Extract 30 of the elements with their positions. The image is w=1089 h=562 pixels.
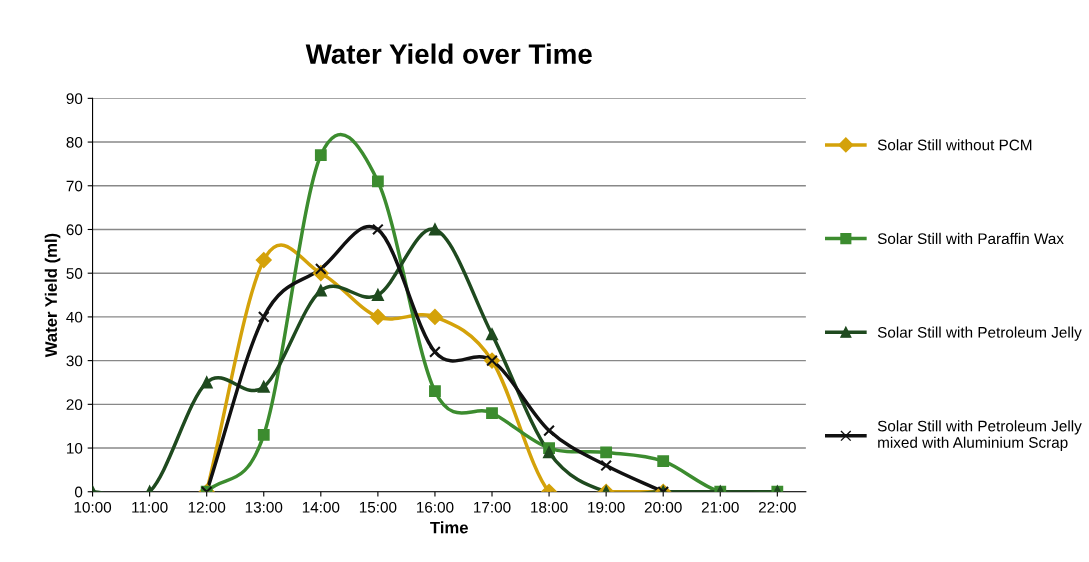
x-tick-label: 16:00 xyxy=(417,501,454,513)
y-tick-label: 90 xyxy=(66,93,83,105)
x-tick-label: 18:00 xyxy=(531,501,568,513)
x-tick-label: 15:00 xyxy=(359,501,397,513)
y-tick-label: 40 xyxy=(66,311,83,323)
y-tick-label: 30 xyxy=(66,355,83,367)
y-tick-label: 60 xyxy=(66,224,83,236)
x-axis-title: Time xyxy=(430,521,468,534)
x-tick-label: 11:00 xyxy=(132,501,168,513)
y-tick-label: 50 xyxy=(66,268,83,279)
x-tick-label: 19:00 xyxy=(588,501,625,513)
chart-title: Water Yield over Time xyxy=(305,43,592,64)
x-tick-label: 17:00 xyxy=(474,501,511,513)
legend-label: Solar Still without PCM xyxy=(877,139,1032,151)
y-tick-label: 70 xyxy=(66,180,83,192)
x-tick-label: 12:00 xyxy=(188,501,226,513)
legend-label: Solar Still with Petroleum Jelly mixed with Aluminium Scrap xyxy=(877,420,1082,451)
y-tick-label: 20 xyxy=(66,399,83,411)
x-tick-label: 10:00 xyxy=(74,501,112,513)
x-tick-label: 13:00 xyxy=(245,501,283,513)
legend-label: Solar Still with Paraffin Wax xyxy=(877,232,1064,245)
x-tick-label: 21:00 xyxy=(701,501,739,513)
legend-label: Solar Still with Petroleum Jelly xyxy=(877,326,1082,341)
x-tick-label: 20:00 xyxy=(644,501,682,513)
y-tick-label: 0 xyxy=(74,486,83,498)
x-tick-label: 22:00 xyxy=(758,501,796,513)
x-tick-label: 14:00 xyxy=(302,501,340,513)
y-axis-title: Water Yield (ml) xyxy=(44,233,61,358)
y-tick-label: 80 xyxy=(66,136,83,148)
y-tick-label: 10 xyxy=(67,442,83,454)
